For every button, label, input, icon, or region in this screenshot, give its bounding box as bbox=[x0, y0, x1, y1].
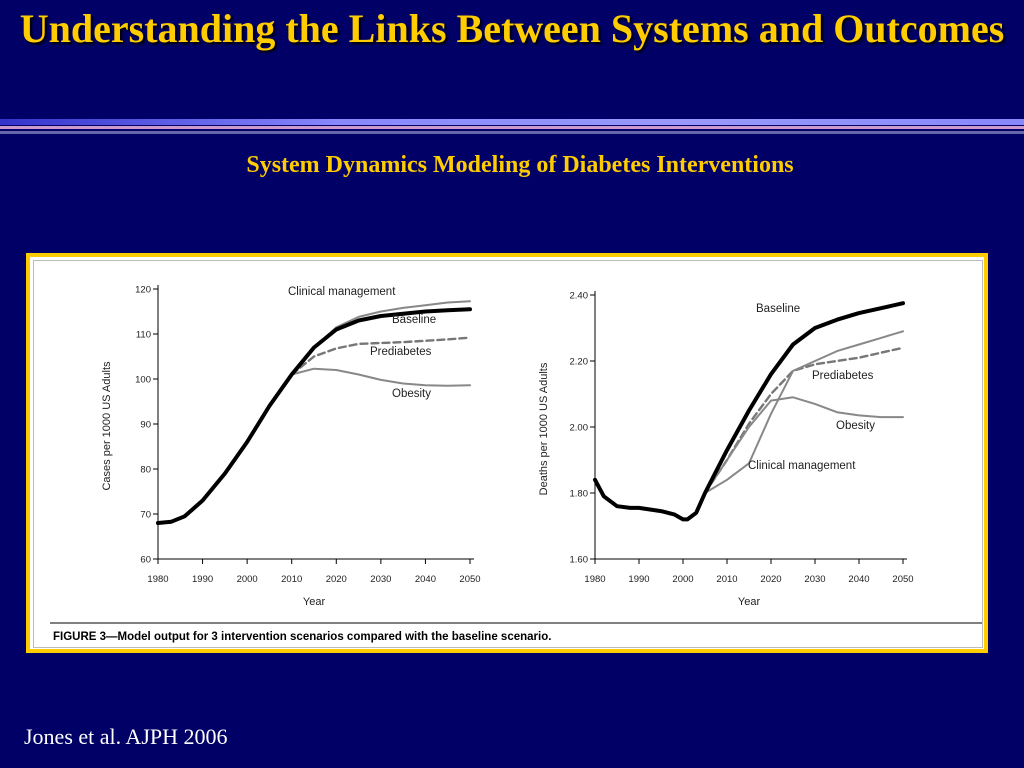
series-label-obesity: Obesity bbox=[392, 388, 431, 400]
x-tick-label: 2000 bbox=[672, 574, 693, 585]
x-tick-label: 1990 bbox=[628, 574, 649, 585]
y-tick-label: 1.60 bbox=[570, 555, 589, 566]
x-tick-label: 1980 bbox=[584, 574, 605, 585]
figure-panel: 1980 1990 2000 2010 2020 2030 2040 2050 60 70 80 90… bbox=[33, 260, 983, 648]
figure-frame: 1980 1990 2000 2010 2020 2030 2040 2050 60 70 80 90… bbox=[26, 253, 988, 653]
series-label-baseline: Baseline bbox=[756, 303, 800, 315]
y-tick-label: 80 bbox=[140, 465, 151, 476]
slide-title: Understanding the Links Between Systems … bbox=[19, 6, 1005, 51]
x-axis-title: Year bbox=[738, 596, 761, 608]
title-divider-pink bbox=[0, 126, 1024, 129]
y-tick-label: 110 bbox=[136, 330, 151, 341]
series-line-clinical-management bbox=[704, 330, 904, 494]
y-tick-label: 120 bbox=[135, 285, 151, 296]
y-tick-label: 60 bbox=[140, 555, 151, 566]
chart-deaths: 1980 1990 2000 2010 2020 2030 2040 2050 1.60 1.80… bbox=[538, 291, 914, 609]
x-tick-label: 1990 bbox=[192, 574, 213, 585]
slide-subtitle: System Dynamics Modeling of Diabetes Int… bbox=[246, 152, 794, 178]
x-tick-label: 2040 bbox=[848, 574, 869, 585]
series-label-clinical-management: Clinical management bbox=[288, 286, 396, 298]
x-tick-label: 2030 bbox=[370, 574, 391, 585]
x-tick-label: 2010 bbox=[281, 574, 302, 585]
y-tick-label: 2.40 bbox=[570, 291, 589, 302]
x-tick-label: 2050 bbox=[892, 574, 913, 585]
series-label-clinical-management: Clinical management bbox=[748, 460, 856, 472]
y-tick-label: 1.80 bbox=[570, 489, 589, 500]
figure-caption: FIGURE 3—Model output for 3 intervention… bbox=[53, 631, 551, 643]
series-line-prediabetes bbox=[290, 336, 472, 376]
y-axis-title: Deaths per 1000 US Adults bbox=[538, 362, 550, 495]
x-axis-title: Year bbox=[303, 596, 326, 608]
x-tick-label: 2040 bbox=[415, 574, 436, 585]
series-label-prediabetes: Prediabetes bbox=[370, 346, 432, 358]
y-tick-label: 90 bbox=[140, 420, 151, 431]
x-tick-label: 2020 bbox=[760, 574, 781, 585]
series-label-baseline: Baseline bbox=[392, 314, 436, 326]
citation: Jones et al. AJPH 2006 bbox=[24, 724, 228, 749]
y-tick-label: 70 bbox=[140, 510, 151, 521]
chart-cases: 1980 1990 2000 2010 2020 2030 2040 2050 60 70 80 90… bbox=[101, 285, 481, 609]
title-divider-blue bbox=[0, 119, 1024, 125]
series-line-obesity bbox=[290, 367, 471, 387]
x-tick-label: 2020 bbox=[326, 574, 347, 585]
x-tick-label: 2030 bbox=[804, 574, 825, 585]
series-line-baseline bbox=[156, 307, 472, 525]
series-line-baseline bbox=[593, 301, 905, 522]
x-tick-label: 2050 bbox=[459, 574, 480, 585]
series-label-obesity: Obesity bbox=[836, 420, 875, 432]
series-line-obesity bbox=[704, 396, 904, 494]
title-divider-violet bbox=[0, 131, 1024, 134]
x-tick-label: 2000 bbox=[237, 574, 258, 585]
y-axis-title: Cases per 1000 US Adults bbox=[101, 361, 113, 491]
figure-svg: 1980 1990 2000 2010 2020 2030 2040 2050 60 70 80 90… bbox=[50, 285, 982, 643]
x-tick-label: 2010 bbox=[716, 574, 737, 585]
x-tick-label: 1980 bbox=[147, 574, 168, 585]
y-tick-label: 2.20 bbox=[570, 357, 589, 368]
y-tick-label: 100 bbox=[135, 375, 151, 386]
y-tick-label: 2.00 bbox=[570, 423, 589, 434]
series-label-prediabetes: Prediabetes bbox=[812, 370, 874, 382]
